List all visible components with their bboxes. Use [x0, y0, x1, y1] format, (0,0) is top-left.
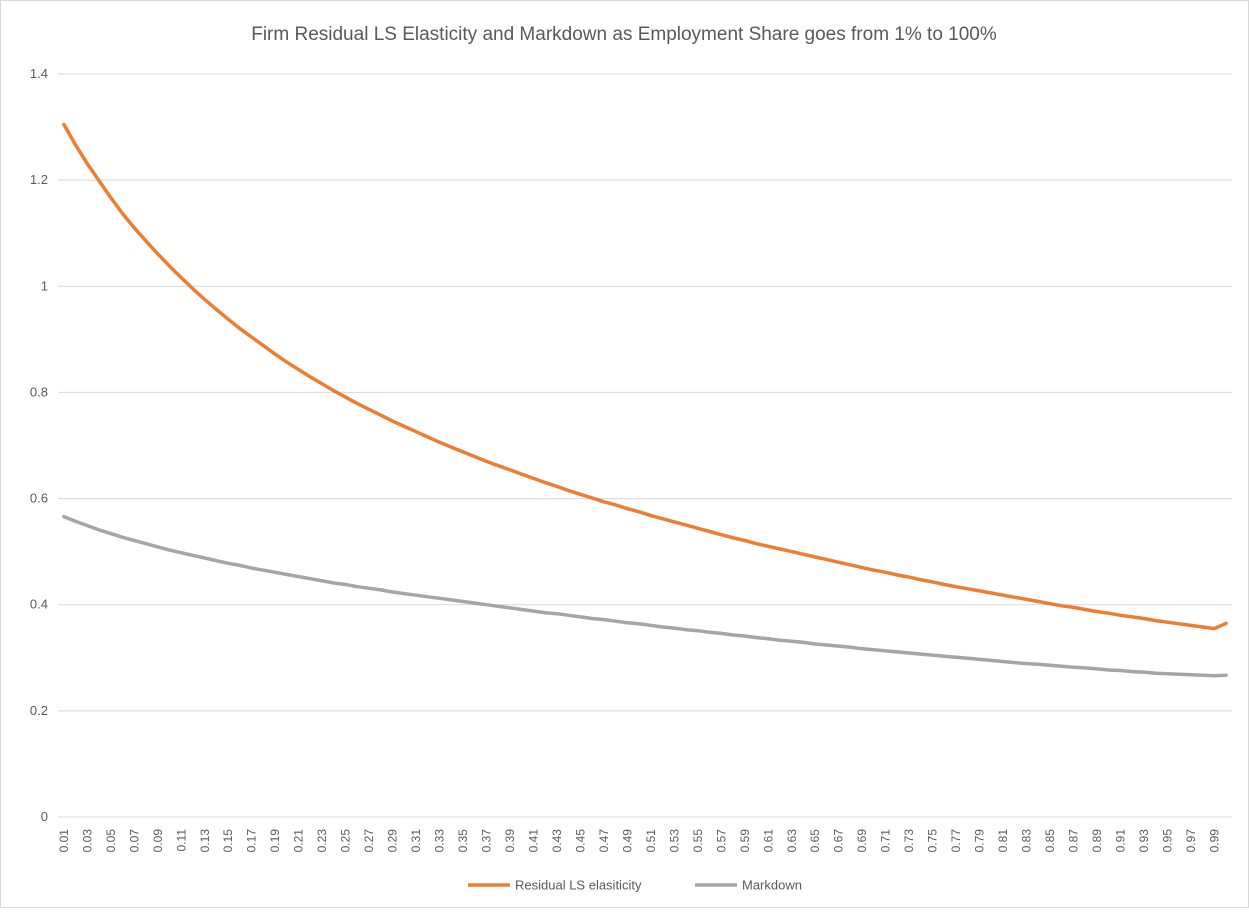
y-tick-label: 1.2 [30, 172, 48, 187]
x-tick-label: 0.63 [785, 829, 799, 853]
x-tick-label: 0.69 [855, 829, 869, 853]
x-tick-label: 0.57 [714, 829, 728, 853]
x-tick-label: 0.51 [644, 829, 658, 853]
x-tick-label: 0.59 [738, 829, 752, 853]
series-line-0 [62, 122, 1228, 631]
x-tick-label: 0.21 [292, 829, 306, 853]
series-line-1 [62, 514, 1228, 678]
y-tick-label: 0.4 [30, 597, 48, 612]
legend: Residual LS elasiticity Markdown [468, 878, 802, 893]
chart-title: Firm Residual LS Elasticity and Markdown… [251, 24, 997, 45]
gridlines [58, 73, 1232, 712]
x-tick-label: 0.75 [926, 829, 940, 853]
x-tick-label: 0.85 [1043, 829, 1057, 853]
x-tick-label: 0.33 [433, 829, 447, 853]
y-tick-label: 0 [41, 809, 48, 824]
x-tick-label: 0.09 [151, 829, 165, 853]
x-tick-label: 0.01 [57, 829, 71, 853]
x-tick-label: 0.97 [1184, 829, 1198, 853]
x-tick-label: 0.41 [526, 829, 540, 853]
x-tick-label: 0.65 [808, 829, 822, 853]
x-tick-label: 0.93 [1137, 829, 1151, 853]
x-tick-label: 0.45 [573, 829, 587, 853]
x-tick-label: 0.71 [879, 829, 893, 853]
y-axis-tick-labels: 0 0.2 0.4 0.6 0.8 1 1.2 1.4 [30, 66, 48, 824]
x-tick-label: 0.29 [386, 829, 400, 853]
y-tick-label: 0.8 [30, 384, 48, 399]
legend-label: Residual LS elasiticity [515, 878, 642, 893]
x-tick-label: 0.53 [667, 829, 681, 853]
x-tick-label: 0.55 [691, 829, 705, 853]
x-tick-label: 0.43 [550, 829, 564, 853]
legend-label: Markdown [742, 878, 802, 893]
x-tick-label: 0.89 [1090, 829, 1104, 853]
x-tick-label: 0.61 [761, 829, 775, 853]
x-tick-label: 0.47 [597, 829, 611, 853]
y-tick-label: 0.2 [30, 703, 48, 718]
x-tick-label: 0.27 [362, 829, 376, 853]
x-tick-label: 0.95 [1160, 829, 1174, 853]
series-lines [62, 122, 1228, 678]
x-tick-label: 0.37 [480, 829, 494, 853]
x-tick-label: 0.39 [503, 829, 517, 853]
x-tick-label: 0.07 [127, 829, 141, 853]
x-tick-label: 0.79 [973, 829, 987, 853]
x-tick-label: 0.81 [996, 829, 1010, 853]
x-tick-label: 0.11 [174, 829, 188, 852]
y-tick-label: 1 [41, 278, 48, 293]
x-tick-label: 0.03 [80, 829, 94, 853]
y-tick-label: 0.6 [30, 491, 48, 506]
x-tick-label: 0.83 [1020, 829, 1034, 853]
y-tick-label: 1.4 [30, 66, 48, 81]
x-tick-label: 0.13 [198, 829, 212, 853]
x-tick-label: 0.19 [268, 829, 282, 853]
x-tick-label: 0.73 [902, 829, 916, 853]
x-tick-label: 0.23 [315, 829, 329, 853]
x-tick-label: 0.99 [1207, 829, 1221, 853]
x-axis-tick-labels: 0.01 0.03 0.05 0.07 0.09 0.11 0.13 0.15 0.17 0.19… [57, 829, 1222, 853]
x-tick-label: 0.17 [245, 829, 259, 853]
x-tick-label: 0.25 [339, 829, 353, 853]
x-tick-label: 0.91 [1113, 829, 1127, 853]
x-tick-label: 0.35 [456, 829, 470, 853]
x-tick-label: 0.31 [409, 829, 423, 853]
x-tick-label: 0.67 [832, 829, 846, 853]
x-tick-label: 0.15 [221, 829, 235, 853]
x-tick-label: 0.87 [1067, 829, 1081, 853]
x-tick-label: 0.77 [949, 829, 963, 853]
x-tick-label: 0.49 [620, 829, 634, 853]
x-tick-label: 0.05 [104, 829, 118, 853]
